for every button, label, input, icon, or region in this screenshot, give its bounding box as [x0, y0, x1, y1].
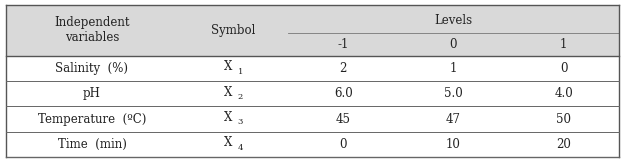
Text: 2: 2	[238, 93, 243, 101]
Text: 4: 4	[238, 144, 243, 152]
Text: 1: 1	[238, 68, 243, 75]
Bar	[6, 106, 619, 132]
Text: 1: 1	[450, 62, 457, 75]
Text: 50: 50	[556, 113, 571, 126]
Text: Symbol: Symbol	[211, 24, 255, 37]
Text: -1: -1	[338, 38, 349, 51]
Text: 0: 0	[340, 138, 347, 151]
Text: Temperature  (ºC): Temperature (ºC)	[38, 113, 146, 126]
Text: Independent
variables: Independent variables	[54, 16, 130, 44]
Bar	[6, 56, 619, 81]
Text: 20: 20	[556, 138, 571, 151]
Text: Levels: Levels	[434, 14, 473, 27]
Text: 1: 1	[560, 38, 567, 51]
Text: pH: pH	[83, 87, 101, 100]
Text: 0: 0	[560, 62, 567, 75]
Bar	[6, 132, 619, 157]
Text: 5.0: 5.0	[444, 87, 463, 100]
Bar	[6, 81, 619, 106]
Text: 0: 0	[450, 38, 457, 51]
Text: 2: 2	[340, 62, 347, 75]
Text: 10: 10	[446, 138, 461, 151]
Text: 6.0: 6.0	[334, 87, 353, 100]
Text: X: X	[224, 136, 232, 149]
Text: X: X	[224, 60, 232, 73]
Text: X: X	[224, 86, 232, 98]
Text: 3: 3	[238, 118, 243, 126]
Text: 47: 47	[446, 113, 461, 126]
Text: Time  (min): Time (min)	[58, 138, 126, 151]
Text: X: X	[224, 111, 232, 124]
Text: 45: 45	[336, 113, 351, 126]
Text: Salinity  (%): Salinity (%)	[55, 62, 129, 75]
Text: 4.0: 4.0	[554, 87, 573, 100]
Bar	[6, 5, 619, 56]
